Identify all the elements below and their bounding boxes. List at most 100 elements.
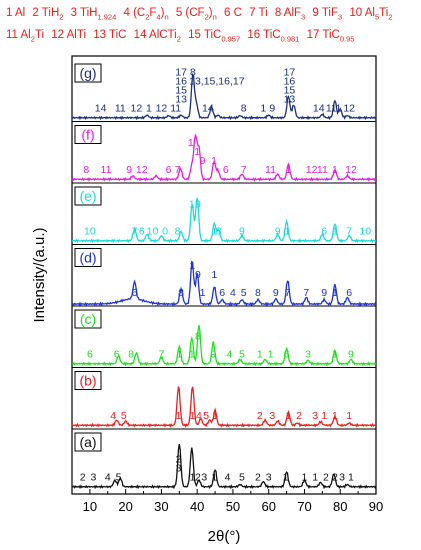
peak-annotation: 11 xyxy=(101,164,112,176)
peak-annotation: 2 xyxy=(195,472,201,484)
peak-annotation: 12 xyxy=(345,164,357,176)
peak-annotation: 6 xyxy=(284,349,290,361)
plot-frame xyxy=(71,55,377,495)
peak-annotation: 2 xyxy=(257,410,263,422)
peak-annotation: 6 xyxy=(219,287,225,299)
peak-annotation: 6 xyxy=(139,226,145,238)
peak-annotation: 12 xyxy=(136,164,148,176)
peak-annotation: 4 xyxy=(226,349,232,361)
legend-entry-2: 2 TiH2 xyxy=(32,7,64,22)
peak-annotation: 10 xyxy=(84,226,96,238)
panel-label: (a) xyxy=(79,434,96,450)
x-axis-ticks: 10 20 30 40 50 60 70 80 90 xyxy=(71,489,383,514)
peak-annotation: 6 xyxy=(132,287,138,299)
peak-annotation: 9 xyxy=(273,287,279,299)
peak-annotation: 5 xyxy=(241,287,247,299)
peak-annotation: 8 xyxy=(175,226,181,238)
panel-label-box xyxy=(74,371,102,390)
peak-annotation: 6 xyxy=(346,287,352,299)
peak-annotation: 1 xyxy=(260,103,266,115)
legend-entry-4: 4 (C2F4)n xyxy=(123,7,169,22)
peak-annotation: 1 xyxy=(284,226,290,238)
x-tick-label: 60 xyxy=(261,499,275,514)
peak-annotation: 14 xyxy=(202,103,214,115)
peak-annotation: 5 xyxy=(239,472,245,484)
peak-annotation: 6 xyxy=(223,164,229,176)
xrd-trace-a xyxy=(71,443,377,490)
phase-legend: 1 Al 2 TiH2 3 TiH1.924 4 (C2F4)n 5 (CF2)… xyxy=(6,4,418,49)
xrd-trace-b xyxy=(71,386,377,428)
peak-annotation: 4 xyxy=(196,410,202,422)
peak-annotation: 5 xyxy=(116,472,122,484)
peak-annotation: 9 xyxy=(321,287,327,299)
peak-annotation: 1 xyxy=(332,349,338,361)
panel-label-box xyxy=(74,309,102,329)
legend-entry-6: 6 C xyxy=(223,7,242,19)
peak-annotation: 7 xyxy=(285,287,291,299)
x-tick-label: 10 xyxy=(83,499,97,514)
peak-annotation: 8 xyxy=(195,331,201,343)
peak-annotation: 6 xyxy=(321,226,327,238)
legend-entry-15: 15 TiC0.957 xyxy=(188,29,241,44)
peak-annotation: 3 xyxy=(91,472,97,484)
peak-annotation: 7 xyxy=(175,164,181,176)
peak-annotation: 1 xyxy=(336,103,342,115)
x-axis-label: 2θ(°) xyxy=(208,528,241,545)
panel-label: (f) xyxy=(81,127,94,143)
peak-annotation: 7 xyxy=(158,349,164,361)
peak-annotation: 11 xyxy=(170,103,181,115)
peak-annotation: 1 xyxy=(200,287,206,299)
peak-annotation: 8 xyxy=(255,287,261,299)
peak-annotation: 7 xyxy=(241,164,247,176)
peak-annotation: 6 xyxy=(87,349,93,361)
x-tick-label: 20 xyxy=(118,499,132,514)
peak-annotation: 16 xyxy=(175,76,187,88)
peak-annotation: 1 xyxy=(190,410,196,422)
peak-annotation: 2 xyxy=(80,472,86,484)
peak-annotation: 8 xyxy=(216,226,222,238)
peak-annotation: 9 xyxy=(269,103,275,115)
peak-annotation: 12 xyxy=(306,164,318,176)
peak-annotation: 8 xyxy=(178,287,184,299)
peak-annotation: 1 xyxy=(211,472,217,484)
peak-annotation: 4 xyxy=(230,287,236,299)
x-tick-label: 40 xyxy=(190,499,204,514)
peak-annotation: 9 xyxy=(195,199,201,211)
peak-annotation: 2 xyxy=(296,410,302,422)
panel-label-box xyxy=(74,125,102,144)
peak-annotation: 1 xyxy=(332,164,338,176)
peak-annotation: 1 xyxy=(285,164,291,176)
peak-annotation: 2 xyxy=(255,472,261,484)
peak-annotation: 8 xyxy=(83,164,89,176)
peak-annotation: 13 xyxy=(284,94,296,106)
xrd-trace-g xyxy=(71,72,377,121)
peak-annotation: 6 xyxy=(114,349,120,361)
panel-label: (b) xyxy=(79,373,96,389)
peak-annotation: 3 xyxy=(312,410,318,422)
peak-annotation: 1 xyxy=(211,269,217,281)
peak-annotation: 9 xyxy=(126,164,132,176)
legend-entry-12: 12 AlTi xyxy=(51,29,87,42)
peak-annotation: 1 xyxy=(283,472,289,484)
peak-annotation: 1 xyxy=(176,349,182,361)
panel-label-box xyxy=(74,63,102,83)
panel-label: (c) xyxy=(80,311,96,327)
legend-entry-9: 9 TiF3 xyxy=(312,7,343,22)
legend-entry-17: 17 TiC0.95 xyxy=(306,29,355,44)
peak-annotation: 3 xyxy=(266,472,272,484)
peak-annotation: 8 xyxy=(128,349,134,361)
peak-annotation: 7 xyxy=(132,226,138,238)
peak-annotation: 9 xyxy=(195,269,201,281)
peak-annotation: 7 xyxy=(346,226,352,238)
peak-annotation: 4 xyxy=(225,472,231,484)
legend-entry-5: 5 (CF2)n xyxy=(175,7,217,22)
peak-annotation: 1 xyxy=(346,410,352,422)
peak-annotation: 9 xyxy=(210,349,216,361)
peak-annotation: 8 xyxy=(241,103,247,115)
peak-annotation: 12 xyxy=(131,103,143,115)
peak-annotation: 12 xyxy=(156,103,168,115)
panel-label: (e) xyxy=(79,188,96,204)
peak-annotation: 17 xyxy=(175,67,187,79)
peak-annotation: 4 xyxy=(105,472,111,484)
